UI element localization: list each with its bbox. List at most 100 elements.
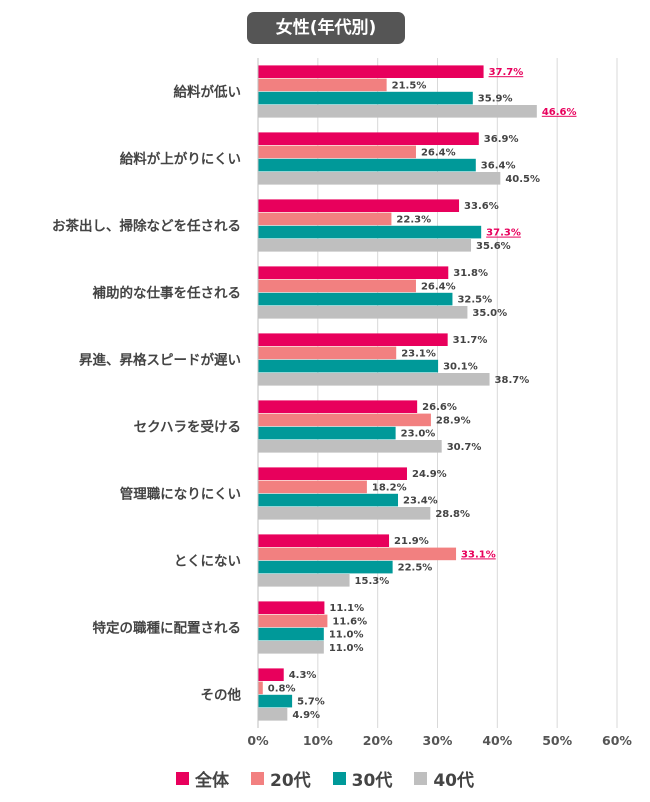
legend: 全体 20代 30代 40代 <box>0 764 650 792</box>
x-tick-label: 60% <box>602 733 632 748</box>
bar-30s <box>258 158 476 172</box>
bar-20s <box>258 681 263 695</box>
bar-all <box>258 467 407 480</box>
bar-20s <box>258 614 328 628</box>
bar-all <box>258 65 484 78</box>
value-label: 15.3% <box>355 576 390 587</box>
bar-40s <box>258 574 350 587</box>
value-label: 11.1% <box>329 603 364 614</box>
legend-swatch-40s <box>414 771 428 785</box>
category-label: 特定の職種に配置される <box>93 620 242 637</box>
value-label: 40.5% <box>505 174 540 185</box>
value-label: 21.5% <box>392 80 427 91</box>
legend-label-40s: 40代 <box>433 770 474 791</box>
bar-all <box>258 132 479 145</box>
value-label: 31.7% <box>453 335 488 346</box>
bar-30s <box>258 91 473 105</box>
value-label: 28.9% <box>436 415 471 426</box>
category-label: お茶出し、掃除などを任される <box>52 218 241 235</box>
x-tick-label: 0% <box>247 733 269 748</box>
value-label: 30.1% <box>443 362 478 373</box>
x-tick-label: 30% <box>423 733 453 748</box>
legend-item-40s: 40代 <box>414 766 474 791</box>
bar-all <box>258 668 284 681</box>
value-label: 36.4% <box>481 161 516 172</box>
value-label: 4.9% <box>292 710 320 721</box>
value-label: 26.4% <box>421 281 456 292</box>
bar-30s <box>258 292 453 306</box>
bar-30s <box>258 426 396 440</box>
legend-item-20s: 20代 <box>250 766 311 791</box>
bar-30s <box>258 493 399 507</box>
bar-all <box>258 266 449 279</box>
legend-swatch-20s <box>250 771 264 785</box>
category-label: 給料が上がりにくい <box>120 151 241 168</box>
legend-label-20s: 20代 <box>269 770 311 791</box>
bar-40s <box>258 641 324 654</box>
value-label: 11.0% <box>329 630 364 641</box>
bar-all <box>258 199 460 212</box>
value-label: 32.5% <box>457 295 492 306</box>
bar-20s <box>258 413 431 427</box>
value-label: 36.9% <box>484 134 519 145</box>
bar-40s <box>258 708 288 721</box>
bar-40s <box>258 172 501 185</box>
bar-20s <box>258 547 457 561</box>
bar-20s <box>258 346 397 360</box>
bar-30s <box>258 694 293 708</box>
legend-item-30s: 30代 <box>332 766 393 791</box>
bar-all <box>258 534 390 547</box>
category-label: セクハラを受ける <box>134 419 241 436</box>
value-label: 35.9% <box>478 94 513 105</box>
bar-chart: 0% 10% 20% 30% 40% 50% 60% 給料が低い 37.7% 21.5% 35.9%… <box>52 58 632 748</box>
bar-40s <box>258 306 468 319</box>
bar-all <box>258 400 418 413</box>
legend-item-all: 全体 <box>175 766 229 791</box>
x-tick-label: 20% <box>363 733 393 748</box>
value-label-highlighted: 37.7% <box>489 67 524 78</box>
category-label: とくにない <box>174 554 241 570</box>
bar-30s <box>258 627 324 641</box>
value-label-highlighted: 46.6% <box>542 107 577 118</box>
value-label: 22.5% <box>398 563 433 574</box>
bar-40s <box>258 105 537 118</box>
value-label: 22.3% <box>396 214 431 225</box>
value-label: 5.7% <box>297 697 325 708</box>
value-label: 31.8% <box>453 268 488 279</box>
bar-20s <box>258 145 416 159</box>
bar-30s <box>258 359 439 373</box>
value-label: 35.0% <box>472 308 507 319</box>
value-label: 35.6% <box>476 241 511 252</box>
bar-20s <box>258 212 392 226</box>
bar-40s <box>258 440 442 453</box>
value-label-highlighted: 37.3% <box>486 228 521 239</box>
value-label: 11.0% <box>329 643 364 654</box>
value-label: 30.7% <box>447 442 482 453</box>
value-label: 21.9% <box>394 536 429 547</box>
value-label: 26.6% <box>422 402 457 413</box>
value-label: 23.4% <box>403 496 438 507</box>
bar-40s <box>258 507 431 520</box>
value-label: 23.0% <box>401 429 436 440</box>
value-label: 4.3% <box>289 670 317 681</box>
bar-20s <box>258 279 416 293</box>
category-label: 給料が低い <box>174 84 242 101</box>
value-label: 33.6% <box>464 201 499 212</box>
category-label: 補助的な仕事を任される <box>92 285 242 302</box>
legend-swatch-30s <box>332 771 346 785</box>
value-label: 11.6% <box>332 616 367 627</box>
value-label: 24.9% <box>412 469 447 480</box>
legend-swatch-all <box>175 771 189 785</box>
legend-label-30s: 30代 <box>351 770 393 791</box>
chart-title: 女性(年代別) <box>247 12 405 44</box>
value-label: 28.8% <box>435 509 470 520</box>
value-label-highlighted: 33.1% <box>461 549 496 560</box>
x-tick-label: 40% <box>482 733 512 748</box>
value-label: 38.7% <box>495 375 530 386</box>
bar-40s <box>258 373 490 386</box>
bar-30s <box>258 225 482 239</box>
category-label: 昇進、昇格スピードが遅い <box>79 352 241 369</box>
bar-40s <box>258 239 472 252</box>
value-label: 18.2% <box>372 482 407 493</box>
bar-all <box>258 333 448 346</box>
